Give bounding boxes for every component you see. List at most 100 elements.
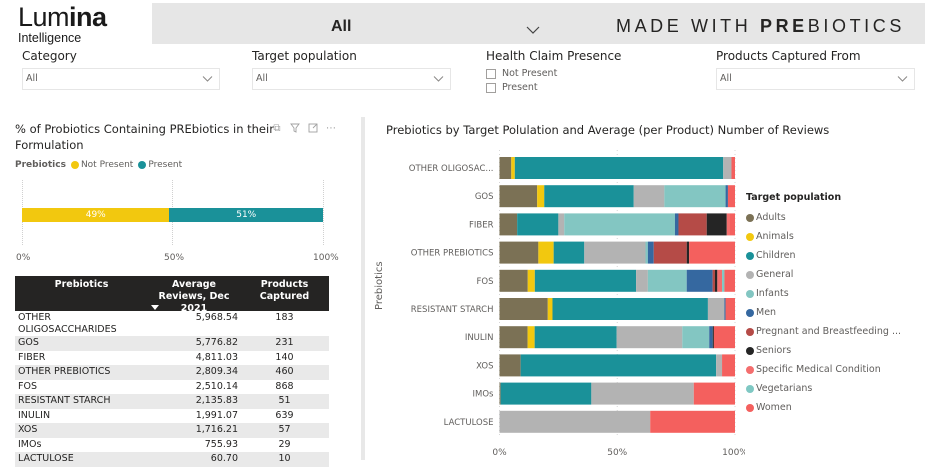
bar-segment-men[interactable] [709,326,713,349]
health-claim-option-present[interactable]: Present [486,81,686,94]
bar-segment-men[interactable] [724,298,726,320]
bar-segment-seniors[interactable] [686,241,690,264]
table-row[interactable]: GOS 5,776.82 231 [15,336,329,351]
bar-segment-animals[interactable] [538,241,554,264]
column-header-products-captured[interactable]: Products Captured [259,279,310,302]
bar-segment-adults[interactable] [499,354,521,377]
legend-item[interactable]: Animals [746,227,901,246]
focus-mode-icon[interactable] [308,123,318,136]
copy-icon[interactable]: ⧉ [273,123,281,134]
bar-segment-women[interactable] [689,241,735,264]
bar-segment-adults[interactable] [499,298,548,320]
bar-segment-general[interactable] [499,410,651,433]
legend-item[interactable]: Women [746,398,901,417]
bar-segment-general[interactable] [558,213,565,236]
bar-segment-children[interactable] [500,382,592,405]
table-row[interactable]: OTHER PREBIOTICS 2,809.34 460 [15,365,329,380]
bar-segment-women[interactable] [722,354,735,377]
filter-icon[interactable] [290,123,300,136]
bar-segment-animals[interactable] [547,298,553,320]
legend-item[interactable]: Infants [746,284,901,303]
bar-segment-general[interactable] [584,241,646,264]
bar-segment-men[interactable] [725,185,728,208]
bar-segment-pregnant-and-breastfeeding[interactable] [678,213,707,236]
bar-segment-adults[interactable] [499,382,501,405]
bar-segment-children[interactable] [552,298,708,320]
bar-segment-animals[interactable] [537,185,545,208]
bar-segment-pregnant-and-breastfeeding[interactable] [653,241,687,264]
legend-item[interactable]: Pregnant and Breastfeeding ... [746,322,901,341]
checkbox[interactable] [486,82,496,93]
bar-segment-children[interactable] [553,241,585,264]
bar-segment-seniors[interactable] [706,213,727,236]
legend-item[interactable]: Vegetarians [746,379,901,398]
bar-segment-children[interactable] [544,185,634,208]
bar-segment-specific-medical-condition[interactable] [726,213,730,236]
checkbox[interactable] [486,68,496,79]
bar-segment-women[interactable] [729,213,735,236]
legend-item[interactable]: Men [746,303,901,322]
legend-item[interactable]: Children [746,246,901,265]
bar-segment-children[interactable] [534,269,637,292]
bar-segment-general[interactable] [633,185,665,208]
bar-segment-animals[interactable] [527,269,535,292]
bar-segment-children[interactable] [534,326,617,349]
bar-segment-infants[interactable] [647,269,687,292]
legend-item[interactable]: Specific Medical Condition [746,360,901,379]
bar-segment-general[interactable] [591,382,694,405]
table-row[interactable]: FIBER 4,811.03 140 [15,351,329,366]
bar-segment-not-present[interactable]: 49% [22,208,170,222]
table-row[interactable]: INULIN 1,991.07 639 [15,409,329,424]
column-header-prebiotics[interactable]: Prebiotics [54,279,109,290]
bar-segment-men[interactable] [647,241,654,264]
banner-dropdown[interactable]: All [327,13,549,43]
bar-segment-adults[interactable] [499,269,528,292]
table-row[interactable]: XOS 1,716.21 57 [15,423,329,438]
table-row[interactable]: LACTULOSE 60.70 10 [15,452,329,467]
bar-segment-children[interactable] [514,157,724,179]
products-captured-from-dropdown[interactable]: All [716,68,915,90]
legend-item-present[interactable]: Present [138,160,182,170]
bar-segment-infants[interactable] [664,185,726,208]
bar-segment-general[interactable] [616,326,683,349]
bar-segment-men[interactable] [674,213,679,236]
bar-segment-adults[interactable] [499,213,518,236]
bar-segment-men[interactable] [686,269,713,292]
bar-segment-animals[interactable] [511,157,515,179]
category-dropdown[interactable]: All [22,68,220,90]
bar-segment-adults[interactable] [499,326,528,349]
legend-item-not-present[interactable]: Not Present [70,160,133,170]
bar-segment-women[interactable] [650,410,735,433]
bar-segment-women[interactable] [727,185,735,208]
legend-item[interactable]: General [746,265,901,284]
bar-segment-adults[interactable] [499,185,538,208]
bar-segment-general[interactable] [707,298,725,320]
bar-segment-adults[interactable] [499,157,512,179]
table-row[interactable]: IMOs 755.93 29 [15,438,329,453]
health-claim-option-not-present[interactable]: Not Present [486,67,686,80]
bar-segment-children[interactable] [517,213,559,236]
bar-segment-animals[interactable] [527,326,535,349]
bar-segment-present[interactable]: 51% [169,208,323,222]
table-row[interactable]: RESISTANT STARCH 2,135.83 51 [15,394,329,409]
bar-segment-vegetarians[interactable] [722,269,725,292]
table-row[interactable]: OTHER OLIGOSACCHARIDES 5,968.54 183 [15,311,329,336]
bar-segment-seniors[interactable] [712,326,714,349]
bar-segment-women[interactable] [713,326,735,349]
bar-segment-children[interactable] [520,354,717,377]
bar-segment-adults[interactable] [499,241,539,264]
target-population-dropdown[interactable]: All [252,68,451,90]
more-options-icon[interactable]: ⋯ [326,123,336,134]
bar-segment-general[interactable] [716,354,723,377]
bar-segment-seniors[interactable] [714,269,718,292]
bar-segment-general[interactable] [723,157,732,179]
bar-segment-women[interactable] [693,382,735,405]
bar-segment-infants[interactable] [645,241,648,264]
bar-segment-pregnant-and-breastfeeding[interactable] [712,269,715,292]
bar-segment-women[interactable] [731,157,735,179]
bar-segment-infants[interactable] [682,326,710,349]
table-row[interactable]: FOS 2,510.14 868 [15,380,329,395]
legend-item[interactable]: Seniors [746,341,901,360]
bar-segment-infants[interactable] [564,213,675,236]
column-header-average-reviews[interactable]: Average Reviews, Dec 2021 [148,276,240,314]
